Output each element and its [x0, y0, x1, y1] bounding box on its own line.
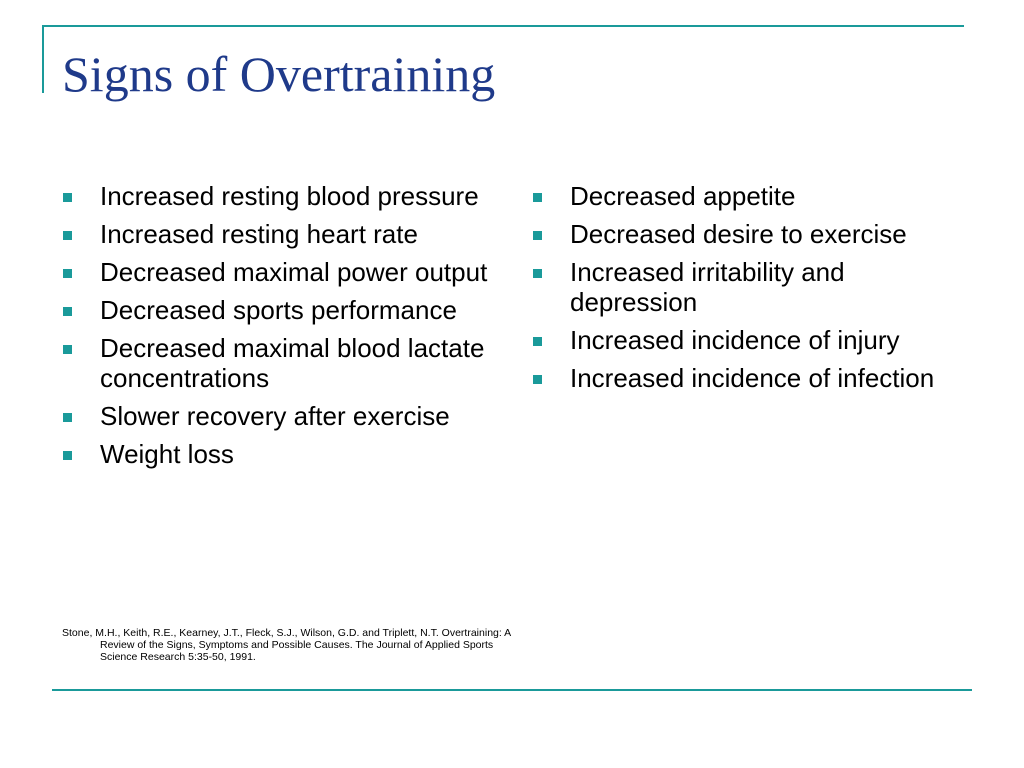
list-item: Increased incidence of infection: [532, 363, 972, 393]
citation: Stone, M.H., Keith, R.E., Kearney, J.T.,…: [62, 627, 511, 663]
list-item-text: Weight loss: [100, 439, 234, 469]
list-item-text: Increased resting blood pressure: [100, 181, 479, 211]
list-item: Increased resting heart rate: [62, 219, 502, 249]
list-item: Increased incidence of injury: [532, 325, 972, 355]
square-bullet-icon: [63, 269, 72, 278]
accent-vertical-line: [42, 25, 44, 93]
list-item: Weight loss: [62, 439, 502, 469]
square-bullet-icon: [63, 307, 72, 316]
accent-bottom-line: [52, 689, 972, 691]
list-item-text: Decreased sports performance: [100, 295, 457, 325]
right-bullet-list: Decreased appetite Decreased desire to e…: [532, 181, 972, 401]
slide-title: Signs of Overtraining: [62, 46, 496, 102]
list-item-text: Increased resting heart rate: [100, 219, 418, 249]
list-item: Decreased desire to exercise: [532, 219, 972, 249]
square-bullet-icon: [63, 413, 72, 422]
list-item-text: Increased incidence of infection: [570, 363, 935, 393]
square-bullet-icon: [533, 375, 542, 384]
list-item-text: Decreased appetite: [570, 181, 796, 211]
list-item: Decreased maximal blood lactate concentr…: [62, 333, 502, 393]
list-item: Decreased maximal power output: [62, 257, 502, 287]
list-item-text: Increased irritability and depression: [570, 257, 845, 317]
square-bullet-icon: [63, 193, 72, 202]
list-item: Slower recovery after exercise: [62, 401, 502, 431]
square-bullet-icon: [533, 269, 542, 278]
list-item-text: Decreased maximal power output: [100, 257, 488, 287]
list-item: Increased resting blood pressure: [62, 181, 502, 211]
square-bullet-icon: [63, 345, 72, 354]
list-item: Decreased sports performance: [62, 295, 502, 325]
list-item: Increased irritability and depression: [532, 257, 972, 317]
square-bullet-icon: [533, 337, 542, 346]
square-bullet-icon: [533, 193, 542, 202]
list-item-text: Decreased maximal blood lactate concentr…: [100, 333, 485, 393]
list-item-text: Decreased desire to exercise: [570, 219, 907, 249]
square-bullet-icon: [63, 451, 72, 460]
list-item-text: Increased incidence of injury: [570, 325, 900, 355]
list-item-text: Slower recovery after exercise: [100, 401, 450, 431]
square-bullet-icon: [533, 231, 542, 240]
left-bullet-list: Increased resting blood pressure Increas…: [62, 181, 502, 477]
square-bullet-icon: [63, 231, 72, 240]
accent-top-line: [42, 25, 964, 27]
list-item: Decreased appetite: [532, 181, 972, 211]
